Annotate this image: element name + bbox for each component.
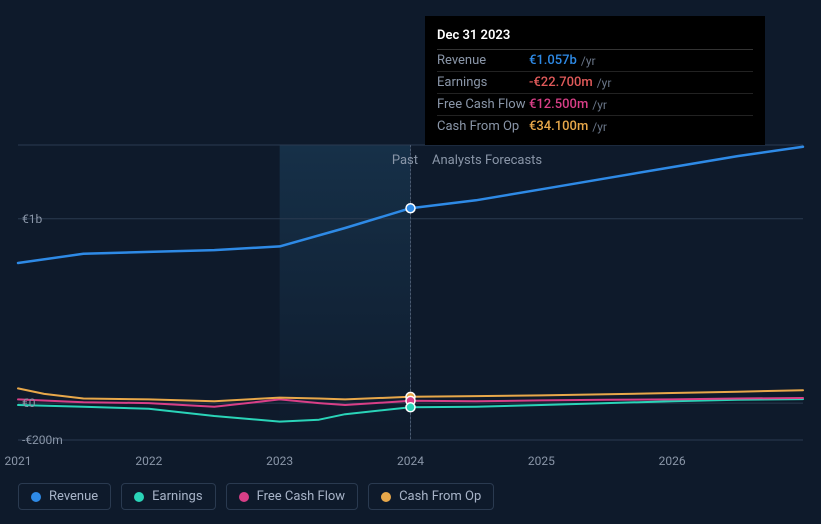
tooltip-metric-label: Free Cash Flow [437,97,529,112]
financial-forecast-chart: Dec 31 2023 Revenue€1.057b/yrEarnings-€2… [0,0,821,524]
tooltip-metric-value: -€22.700m [529,75,593,90]
tooltip-row: Revenue€1.057b/yr [437,50,753,72]
x-axis-label: 2025 [528,454,555,468]
x-axis-label: 2023 [266,454,293,468]
legend-item[interactable]: Free Cash Flow [226,483,358,510]
legend-dot-icon [31,492,41,502]
tooltip-metric-label: Revenue [437,53,529,68]
legend-dot-icon [381,492,391,502]
x-axis-label: 2022 [135,454,162,468]
x-axis-label: 2021 [5,454,32,468]
legend-item[interactable]: Revenue [18,483,111,510]
legend-dot-icon [134,492,144,502]
legend-item[interactable]: Earnings [121,483,215,510]
tooltip-metric-unit: /yr [581,54,596,68]
forecast-label: Analysts Forecasts [432,153,542,168]
tooltip-metric-label: Cash From Op [437,119,529,134]
legend-item[interactable]: Cash From Op [368,483,494,510]
x-axis-label: 2026 [659,454,686,468]
tooltip-metric-value: €12.500m [529,97,588,112]
past-label: Past [392,153,418,168]
tooltip-row: Free Cash Flow€12.500m/yr [437,94,753,116]
hover-tooltip: Dec 31 2023 Revenue€1.057b/yrEarnings-€2… [425,16,765,145]
tooltip-metric-value: €1.057b [529,53,577,68]
tooltip-metric-unit: /yr [592,120,607,134]
tooltip-metric-value: €34.100m [529,119,588,134]
y-axis-label: €1b [22,212,42,226]
tooltip-metric-label: Earnings [437,75,529,90]
legend-label: Revenue [49,489,98,504]
legend-dot-icon [239,492,249,502]
legend: Revenue Earnings Free Cash Flow Cash From O… [18,483,494,510]
tooltip-date: Dec 31 2023 [437,24,753,50]
tooltip-row: Cash From Op€34.100m/yr [437,116,753,137]
tooltip-row: Earnings-€22.700m/yr [437,72,753,94]
tooltip-metric-unit: /yr [592,98,607,112]
legend-label: Free Cash Flow [257,489,345,504]
x-axis-label: 2024 [397,454,424,468]
y-axis-label: €0 [22,396,36,410]
y-axis-label: -€200m [22,433,63,447]
legend-label: Earnings [152,489,202,504]
tooltip-metric-unit: /yr [597,76,612,90]
legend-label: Cash From Op [399,489,481,504]
